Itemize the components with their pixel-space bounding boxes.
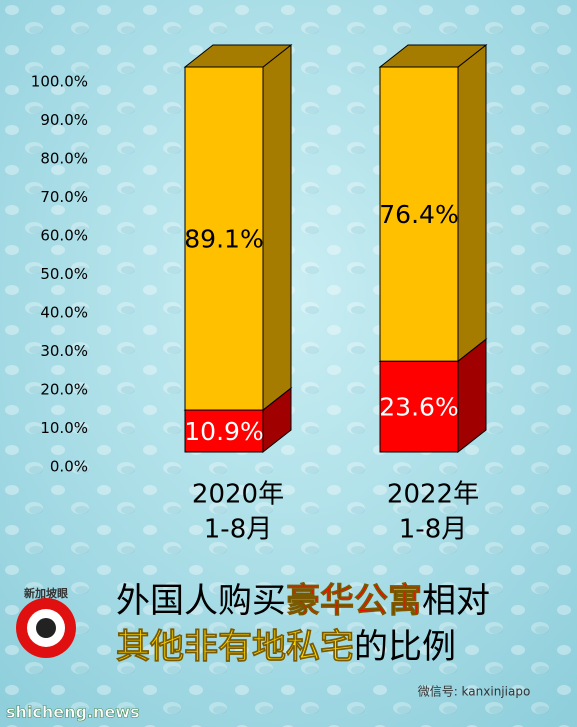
y-tick-label: 100.0% [31, 73, 88, 91]
title-part: 其他非有地私宅 [116, 627, 354, 667]
watermark: shicheng.news [6, 703, 140, 722]
data-label: 76.4% [379, 200, 458, 229]
bar-top [378, 44, 488, 68]
data-label: 89.1% [184, 225, 263, 254]
y-tick-label: 20.0% [40, 381, 88, 399]
bar-top [183, 44, 293, 68]
logo-text: 新加坡眼 [24, 586, 68, 600]
y-tick-label: 0.0% [50, 458, 88, 476]
data-label: 10.9% [184, 417, 263, 446]
title-part: 豪华公寓 [286, 581, 422, 621]
y-tick-label: 80.0% [40, 150, 88, 168]
bar-front [184, 409, 264, 453]
bar-side [457, 43, 487, 363]
data-label: 23.6% [379, 393, 458, 422]
x-tick-label: 1-8月 [399, 515, 467, 545]
x-tick-label: 2020年 [192, 480, 284, 510]
y-tick-label: 40.0% [40, 304, 88, 322]
bar-side [262, 43, 292, 412]
y-tick-label: 50.0% [40, 265, 88, 283]
wechat-id: 微信号: kanxinjiapo [418, 685, 531, 699]
y-tick-label: 30.0% [40, 342, 88, 360]
title-part: 的比例 [354, 627, 456, 667]
title-part: 外国人购买 [116, 581, 286, 621]
y-tick-label: 70.0% [40, 188, 88, 206]
x-tick-label: 1-8月 [204, 515, 272, 545]
y-tick-label: 90.0% [40, 111, 88, 129]
x-tick-label: 2022年 [387, 480, 479, 510]
logo: 新加坡眼 [16, 586, 76, 658]
chart-title: 外国人购买豪华公寓相对 [116, 581, 490, 621]
chart-title: 其他非有地私宅的比例 [116, 627, 456, 667]
title-part: 相对 [422, 581, 490, 621]
y-tick-label: 60.0% [40, 227, 88, 245]
y-tick-label: 10.0% [40, 419, 88, 437]
